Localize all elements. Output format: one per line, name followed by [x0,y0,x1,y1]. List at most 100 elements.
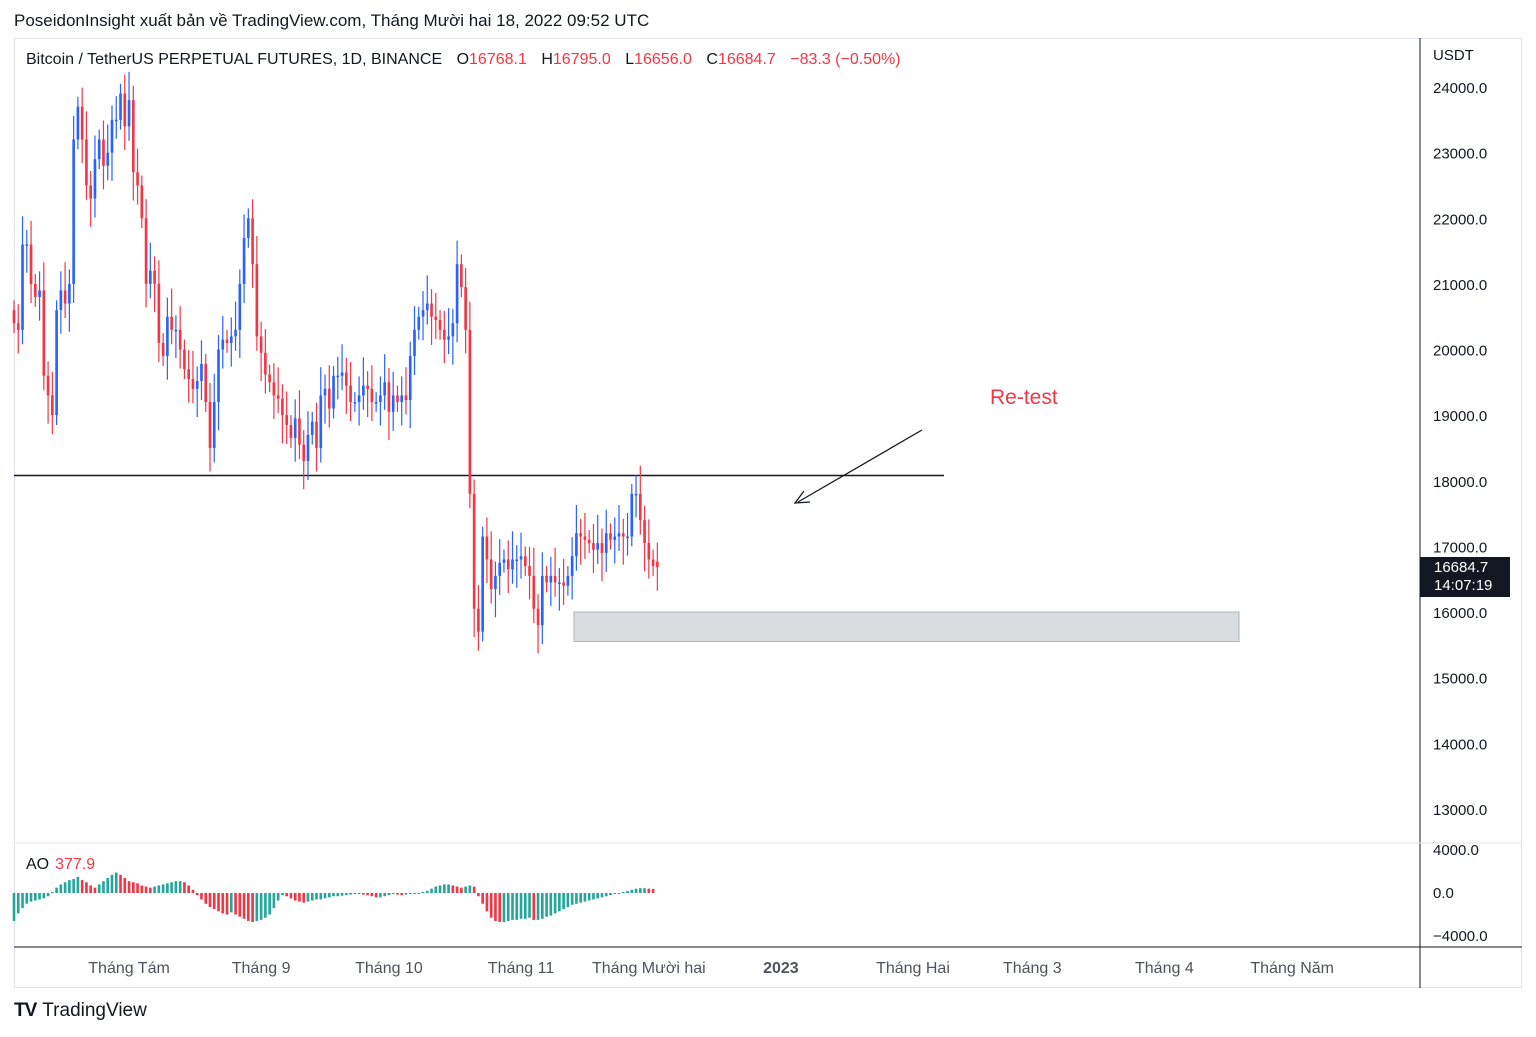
candle-body[interactable] [362,385,365,396]
candle-body[interactable] [413,329,416,357]
candle-body[interactable] [430,303,433,317]
candle-body[interactable] [558,582,561,584]
candle-body[interactable] [153,270,156,284]
candle-body[interactable] [349,385,352,402]
candle-body[interactable] [345,372,348,386]
candle-body[interactable] [59,290,63,311]
candle-body[interactable] [157,283,161,343]
candle-body[interactable] [114,119,118,122]
candle-body[interactable] [626,536,629,539]
candle-body[interactable] [336,375,340,378]
candle-body[interactable] [178,329,182,350]
candle-body[interactable] [166,316,169,357]
candle-body[interactable] [506,559,510,570]
candle-body[interactable] [242,237,246,284]
candle-body[interactable] [460,264,463,288]
candle-body[interactable] [592,543,595,550]
candle-body[interactable] [489,559,493,590]
candle-body[interactable] [93,159,97,199]
candle-body[interactable] [144,218,148,284]
candle-body[interactable] [21,244,24,330]
candle-body[interactable] [391,395,395,412]
candle-body[interactable] [540,575,544,626]
candle-body[interactable] [136,172,139,186]
candle-body[interactable] [149,270,152,284]
candle-body[interactable] [455,264,459,324]
candle-body[interactable] [617,533,621,537]
candle-body[interactable] [234,329,237,337]
candle-body[interactable] [562,582,565,586]
candle-body[interactable] [276,395,280,399]
retest-annotation[interactable]: Re-test [990,386,1058,409]
candle-body[interactable] [396,395,399,402]
candle-body[interactable] [383,382,386,396]
candle-body[interactable] [468,329,472,494]
candle-body[interactable] [16,323,20,330]
candle-body[interactable] [76,106,80,140]
candle-body[interactable] [417,316,421,330]
candle-body[interactable] [583,536,587,540]
candle-body[interactable] [302,444,306,462]
candle-body[interactable] [638,493,642,521]
candle-body[interactable] [400,395,404,402]
candle-body[interactable] [630,493,634,537]
candle-body[interactable] [553,575,557,583]
candle-body[interactable] [575,533,578,557]
candle-body[interactable] [225,339,229,343]
candle-body[interactable] [438,319,442,330]
candle-body[interactable] [221,339,225,350]
candle-body[interactable] [204,363,208,402]
candle-body[interactable] [421,310,425,317]
candle-body[interactable] [613,536,617,540]
candle-body[interactable] [106,152,110,166]
candle-body[interactable] [191,379,195,389]
candle-body[interactable] [42,290,46,376]
candle-body[interactable] [545,575,548,583]
candle-body[interactable] [259,336,263,353]
demand-zone[interactable] [573,611,1240,643]
candle-body[interactable] [170,316,173,330]
candle-body[interactable] [511,559,514,570]
candle-body[interactable] [596,543,600,550]
candle-body[interactable] [187,369,191,380]
candle-body[interactable] [515,559,519,562]
candle-body[interactable] [340,372,344,376]
candle-body[interactable] [587,539,591,544]
candle-body[interactable] [434,316,438,320]
candle-body[interactable] [549,575,553,583]
candle-body[interactable] [523,556,527,567]
candle-body[interactable] [528,566,531,576]
candle-body[interactable] [477,608,480,632]
candle-body[interactable] [102,139,105,166]
candle-body[interactable] [229,336,233,343]
candle-body[interactable] [38,290,41,297]
candle-body[interactable] [327,388,331,409]
candle-body[interactable] [404,395,408,401]
candle-body[interactable] [643,520,646,544]
candle-body[interactable] [97,139,101,160]
candle-body[interactable] [247,218,250,238]
candle-body[interactable] [532,575,536,609]
candle-body[interactable] [519,556,523,560]
candle-body[interactable] [647,543,651,560]
symbol-name[interactable]: Bitcoin / TetherUS PERPETUAL FUTURES, 1D… [26,51,443,68]
candle-body[interactable] [293,418,297,439]
candle-body[interactable] [51,395,54,416]
candle-body[interactable] [123,93,127,127]
candle-body[interactable] [651,559,655,567]
candle-body[interactable] [251,218,254,265]
candle-body[interactable] [289,424,293,439]
candle-body[interactable] [127,100,131,127]
candle-body[interactable] [656,561,659,568]
candle-body[interactable] [498,562,502,576]
candle-body[interactable] [12,310,16,324]
candle-body[interactable] [485,536,489,560]
retest-arrow-line[interactable] [797,429,923,503]
candle-body[interactable] [379,395,382,402]
candle-body[interactable] [634,493,638,496]
candle-body[interactable] [566,575,570,586]
candle-body[interactable] [353,402,357,404]
candle-body[interactable] [494,575,497,590]
candle-body[interactable] [357,395,361,402]
candle-body[interactable] [110,119,114,153]
